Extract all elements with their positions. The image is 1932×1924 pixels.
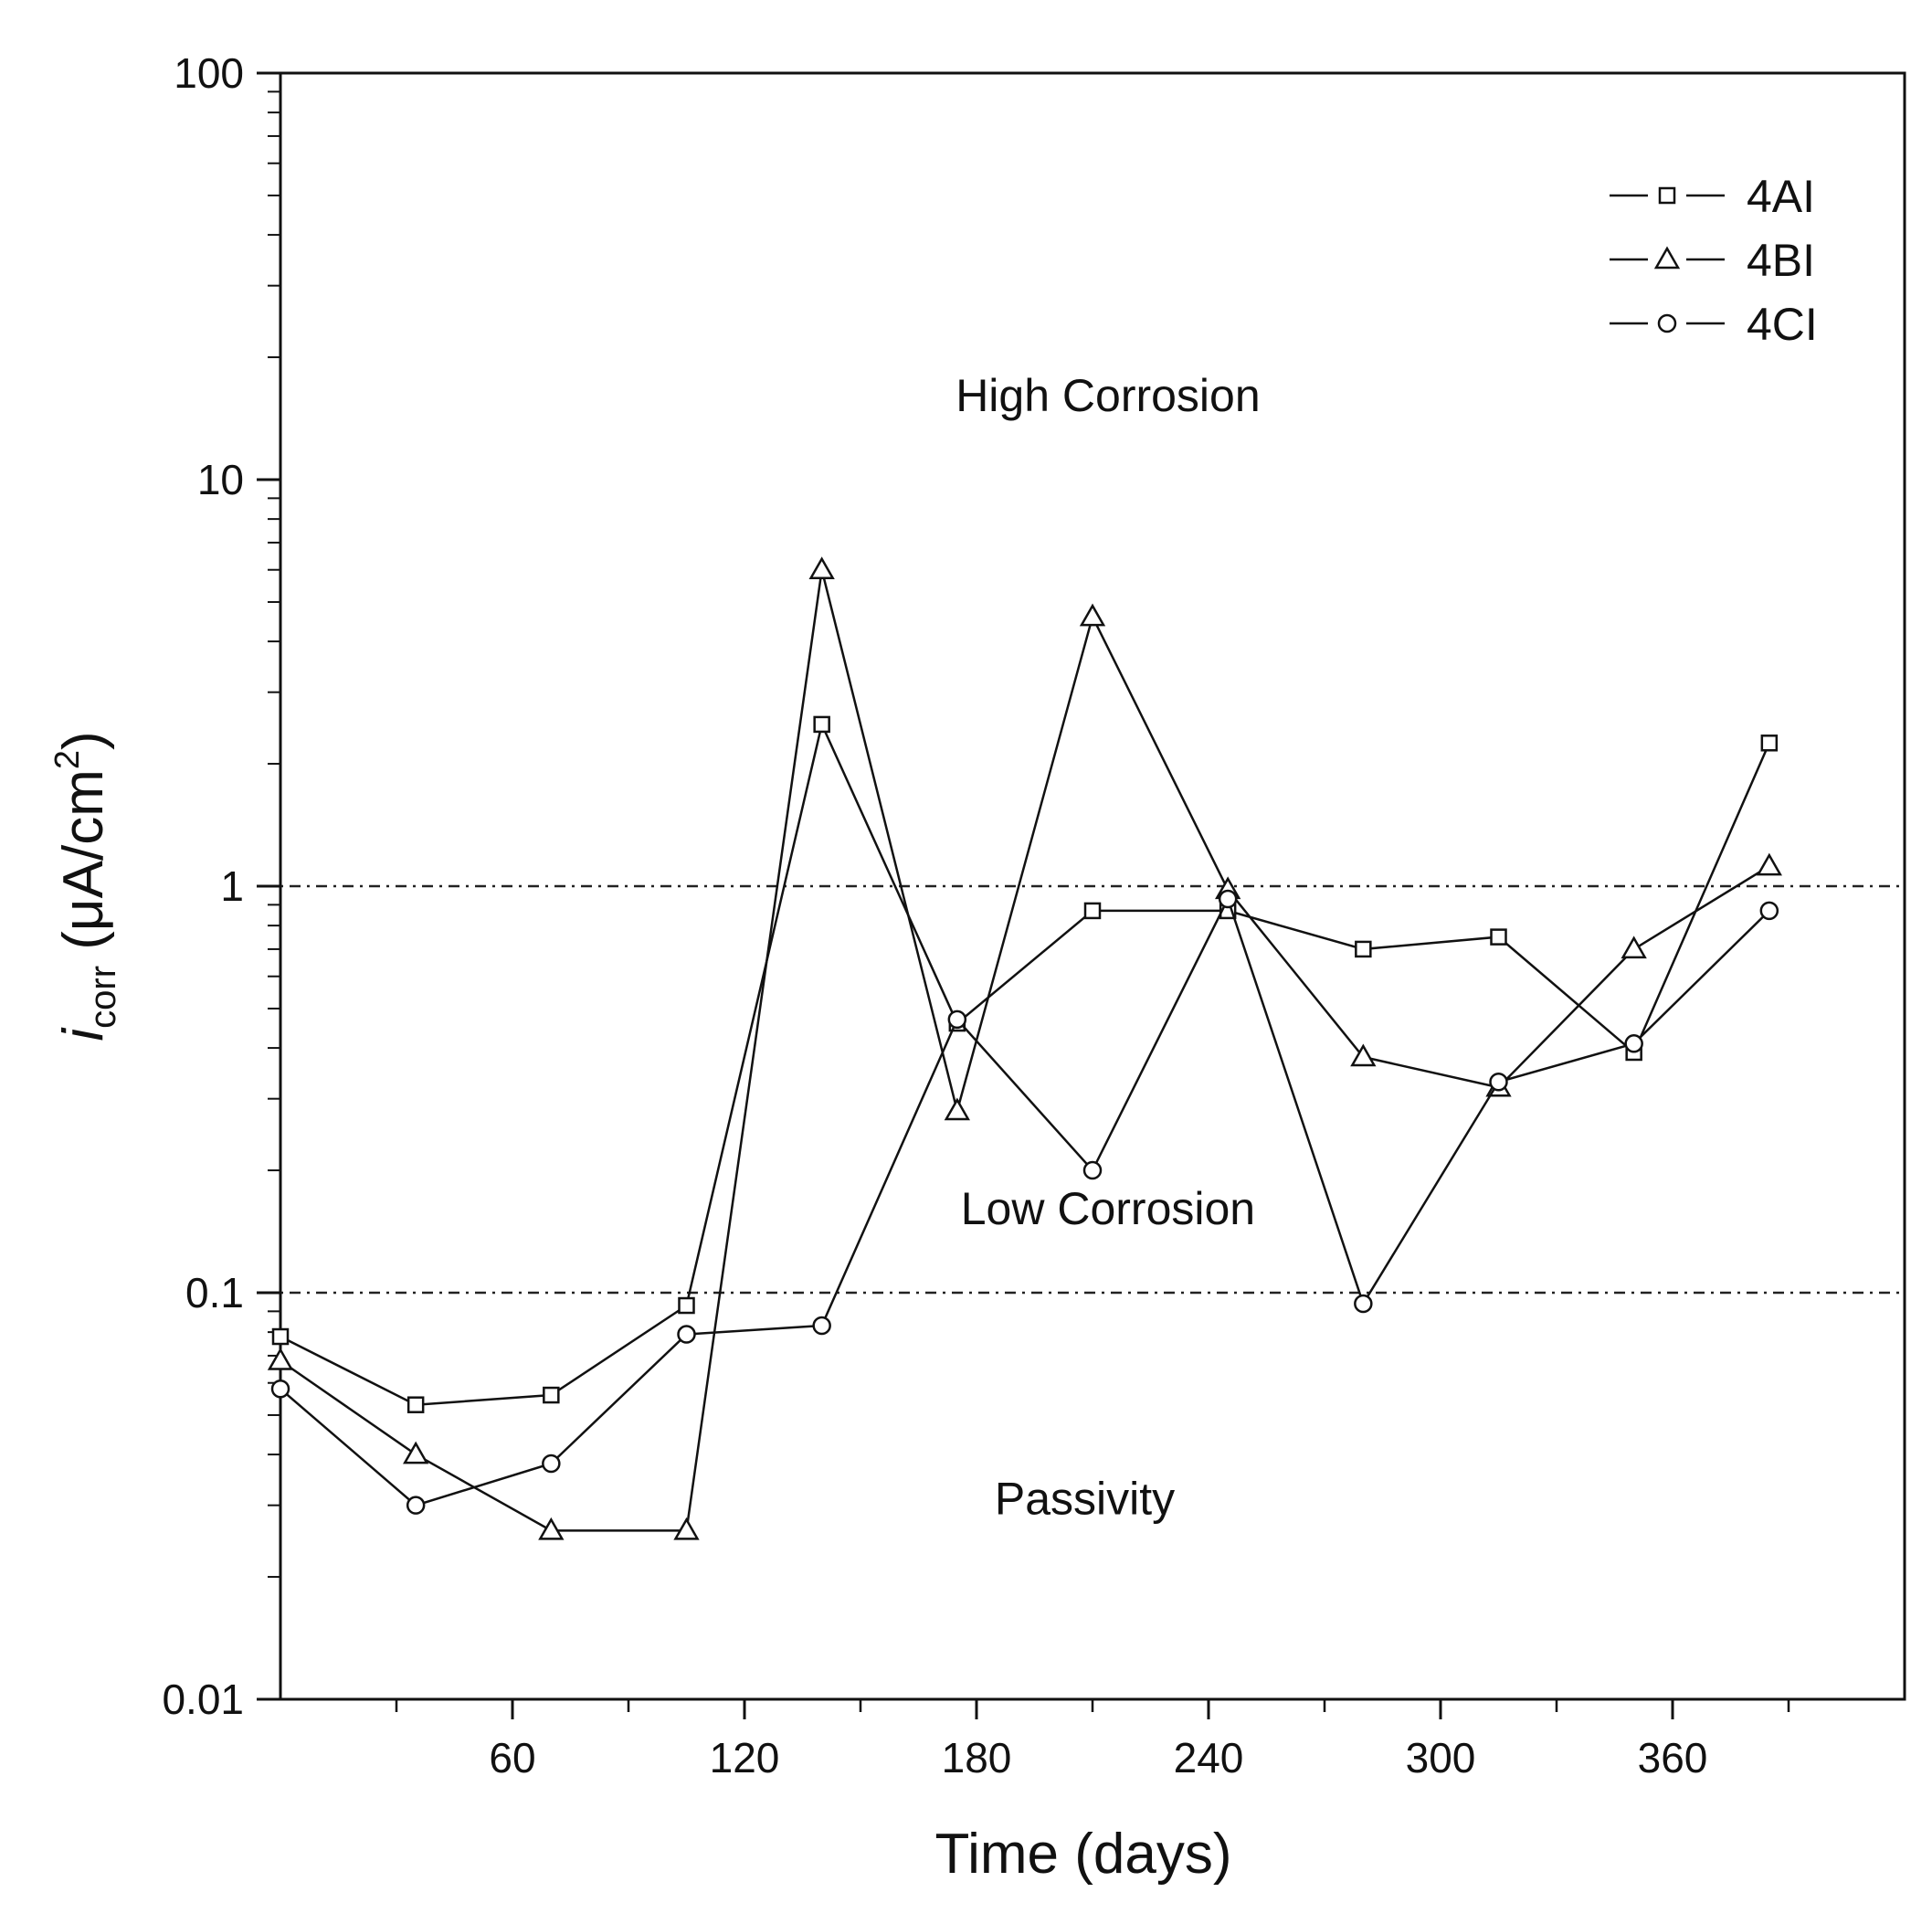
series-4ai [271,715,1779,1413]
data-point-4bi [1350,1043,1377,1067]
series-line-4ai [280,721,1770,1406]
y-axis-title-unit: (μA/cm [52,769,115,966]
x-tick-label: 120 [710,1734,780,1781]
legend-marker-4ci [1657,313,1677,333]
threshold-lines [280,884,1905,1295]
x-tick-label: 360 [1638,1734,1708,1781]
data-point-4ai [1355,940,1372,958]
data-point-4bi [267,1348,294,1370]
data-point-4ai [406,1396,425,1413]
data-point-4ci [677,1325,696,1344]
data-point-4ai [1083,902,1102,920]
x-tick-label: 180 [942,1734,1012,1781]
y-axis-title-symbol: i [52,1027,115,1041]
region-label: Low Corrosion [961,1183,1255,1234]
y-axis-title-subscript: corr [83,966,123,1029]
legend-item-4bi: 4BI [1610,235,1815,286]
data-point-4bi [808,556,835,579]
y-tick-label: 0.1 [185,1269,244,1316]
legend-label-4bi: 4BI [1747,235,1815,286]
data-point-4ci [406,1496,426,1515]
legend-label-4ci: 4CI [1747,299,1818,350]
data-point-4ci [947,1010,967,1030]
y-axis-title: icorr (μA/cm2) [48,731,123,1041]
data-point-4ai [271,1327,290,1346]
y-tick-label: 100 [174,49,244,97]
region-label: Passivity [995,1473,1175,1524]
data-point-4ai [1490,928,1507,946]
series-4bi [267,556,1782,1540]
data-point-4ai [678,1296,695,1315]
data-point-4ci [1759,901,1779,921]
data-point-4bi [673,1517,700,1540]
series-4ci [270,889,1779,1515]
y-tick-label: 10 [197,456,244,503]
x-tick-label: 60 [489,1734,535,1781]
legend-item-4ai: 4AI [1610,171,1815,222]
labels: Time (days) icorr (μA/cm2) High Corrosion L… [48,370,1261,1886]
data-point-4bi [1621,936,1647,959]
data-point-4ci [1354,1294,1373,1314]
legend: 4AI 4BI 4CI [1610,171,1818,350]
axes: 60 120 180 240 300 360 0.01 0.1 1 10 100 [162,49,1906,1781]
legend-label-4ai: 4AI [1747,171,1815,222]
region-label: High Corrosion [955,370,1260,421]
series-line-4ci [280,895,1770,1507]
series-line-4bi [280,569,1770,1532]
data-point-4bi [1079,603,1106,627]
y-axis-title-superscript: 2 [48,750,87,769]
data-point-4ci [1082,1160,1103,1180]
y-axis-title-close: ) [52,731,115,750]
data-point-4ai [813,715,830,734]
x-axis-title: Time (days) [935,1823,1232,1886]
data-point-4ci [812,1316,831,1336]
x-tick-label: 240 [1174,1734,1244,1781]
data-point-4ci [1489,1073,1508,1092]
y-tick-label: 1 [220,862,244,910]
data-point-4ci [1218,889,1238,909]
legend-marker-4ai [1658,186,1676,205]
legend-marker-4bi [1653,246,1681,270]
data-point-4bi [944,1097,970,1121]
data-point-4ai [543,1386,560,1404]
data-point-4ci [270,1380,290,1399]
data-point-4bi [1756,852,1782,876]
y-tick-label: 0.01 [162,1676,244,1723]
data-point-4ai [1760,735,1779,752]
series [267,556,1782,1540]
x-tick-label: 300 [1406,1734,1476,1781]
legend-item-4ci: 4CI [1610,299,1818,350]
data-point-4bi [403,1441,429,1464]
data-point-4bi [538,1517,565,1540]
data-point-4ci [1624,1034,1643,1053]
data-point-4ci [542,1454,561,1474]
